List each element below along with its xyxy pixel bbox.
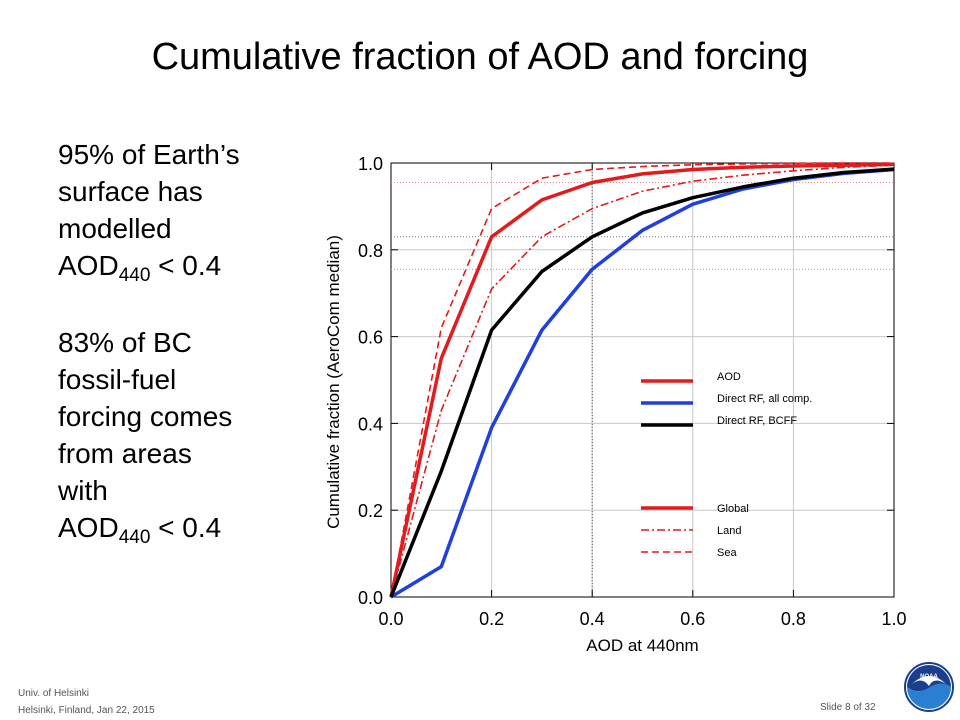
series-line <box>389 167 895 598</box>
bullet-line: from areas <box>58 438 192 469</box>
footer-org: Univ. of Helsinki <box>18 688 89 699</box>
x-tick-label: 0.2 <box>479 609 504 629</box>
bullet-line-aod: AOD440 < 0.4 <box>58 247 298 294</box>
series-line <box>390 162 894 598</box>
noaa-logo-icon: NOAA <box>904 662 954 712</box>
bullet-line-aod: AOD440 < 0.4 <box>58 509 298 556</box>
y-tick-label: 0.4 <box>358 414 383 434</box>
series-line <box>389 162 895 598</box>
x-axis-label: AOD at 440nm <box>586 636 698 655</box>
x-tick-label: 0.8 <box>781 609 806 629</box>
svg-text:NOAA: NOAA <box>920 674 938 680</box>
series-line <box>390 164 895 598</box>
y-tick-label: 0.6 <box>358 328 383 348</box>
bullet-line: 83% of BC <box>58 327 192 358</box>
bullet-bc-forcing: 83% of BC fossil-fuel forcing comes from… <box>58 324 298 556</box>
footer-event: Helsinki, Finland, Jan 22, 2015 <box>18 705 155 716</box>
legend-label: Sea <box>717 547 737 559</box>
slide-number: Slide 8 of 32 <box>820 702 876 713</box>
bullet-line: 95% of Earth’s <box>58 139 240 170</box>
bullet-line: modelled <box>58 213 172 244</box>
aod-threshold: < 0.4 <box>150 512 222 543</box>
legend-label: Direct RF, BCFF <box>717 415 797 427</box>
aod-subscript: 440 <box>118 527 151 548</box>
slide-title: Cumulative fraction of AOD and forcing <box>151 36 809 78</box>
x-tick-label: 0.4 <box>580 609 605 629</box>
bullet-text: 95% of Earth’s surface has modelled AOD4… <box>58 136 298 586</box>
x-tick-label: 0.0 <box>378 609 403 629</box>
bullet-line: forcing comes <box>58 401 233 432</box>
legend-label: Global <box>717 503 749 515</box>
aod-label: AOD <box>58 250 119 281</box>
aod-subscript: 440 <box>118 265 151 286</box>
y-tick-label: 1.0 <box>358 154 383 174</box>
bullet-aod-fraction: 95% of Earth’s surface has modelled AOD4… <box>58 136 298 294</box>
aod-threshold: < 0.4 <box>150 250 222 281</box>
y-tick-label: 0.0 <box>358 588 383 608</box>
aod-label: AOD <box>58 512 119 543</box>
legend-label: Land <box>717 525 741 537</box>
legend-label: AOD <box>717 371 741 383</box>
x-tick-label: 0.6 <box>680 609 705 629</box>
y-tick-label: 0.2 <box>358 501 383 521</box>
series-line <box>390 167 895 599</box>
bullet-line: surface has <box>58 176 203 207</box>
bullet-line: fossil-fuel <box>58 364 177 395</box>
footer-left: Univ. of Helsinki Helsinki, Finland, Jan… <box>18 685 155 719</box>
x-tick-label: 1.0 <box>881 609 906 629</box>
y-axis-label: Cumulative fraction (AeroCom median) <box>324 235 343 529</box>
plot-frame <box>390 162 895 598</box>
bullet-line: with <box>58 475 108 506</box>
y-tick-label: 0.8 <box>358 241 383 261</box>
legend-label: Direct RF, all comp. <box>717 393 812 405</box>
